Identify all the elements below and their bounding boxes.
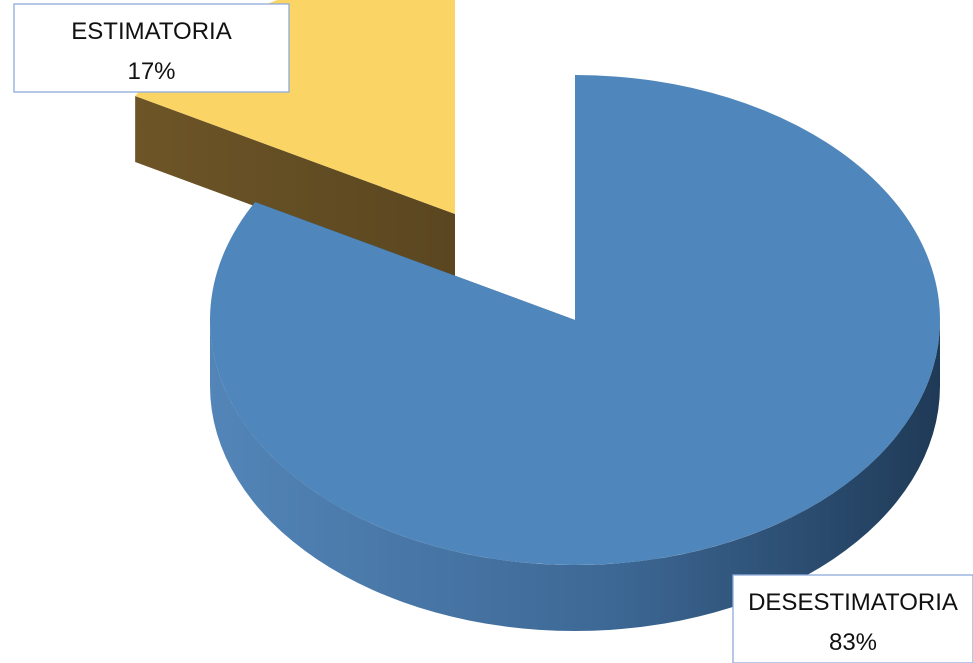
slices-layer (135, 0, 940, 631)
data-label: DESESTIMATORIA 83% (732, 574, 973, 663)
data-label-category: ESTIMATORIA (71, 18, 231, 45)
slice-desestimatoria-top (209, 75, 940, 565)
slice-desestimatoria (209, 75, 940, 631)
data-label-category: DESESTIMATORIA (748, 589, 958, 616)
slice-desestimatoria-side (210, 320, 940, 631)
labels-layer: ESTIMATORIA 17% DESESTIMATORIA 83% (13, 3, 973, 663)
data-label: ESTIMATORIA 17% (13, 3, 290, 93)
data-label-box (732, 574, 973, 663)
data-label-value: 17% (127, 58, 175, 85)
data-label-box (13, 3, 290, 93)
slice-estimatoria-side (135, 95, 455, 280)
data-label-value: 83% (829, 629, 877, 656)
